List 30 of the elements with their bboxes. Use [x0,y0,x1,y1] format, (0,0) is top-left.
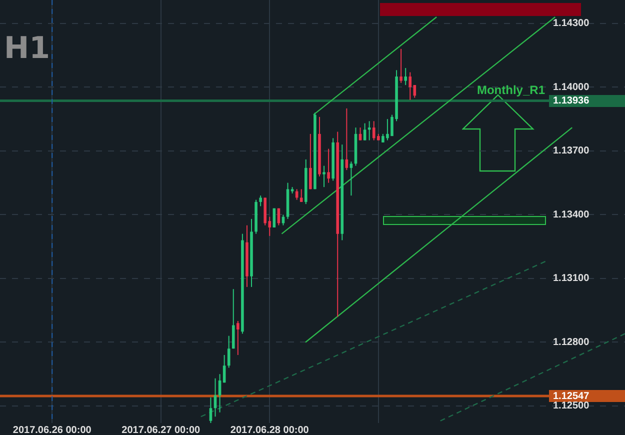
candlestick [358,127,362,141]
candlestick [327,148,330,184]
x-tick-label: 2017.06.26 00:00 [12,424,92,435]
candlestick [408,72,412,100]
y-tick-label: 1.12547 [553,390,590,402]
y-tick-label: 1.13700 [553,146,590,157]
candlestick [300,188,303,202]
candlestick [363,122,366,141]
candlestick [309,133,312,190]
y-tick-label: 1.14000 [553,82,590,93]
candlestick [232,288,235,350]
y-tick-label: 1.12800 [553,336,590,348]
x-tick-label: 2017.06.28 00:00 [230,424,310,435]
candlestick [400,48,402,84]
candlestick [227,335,230,368]
annotation: H1 [4,30,50,66]
y-tick-label: 1.14300 [553,18,590,30]
candlestick [236,320,240,356]
candlestick [218,374,222,413]
ref-line-label: Monthly_R1 [476,83,546,98]
y-tick-label: 1.13400 [553,209,590,220]
x-tick-label: 2017.06.27 00:00 [122,424,201,435]
candlestick [322,165,326,188]
y-tick-label: 1.12500 [553,400,590,412]
candlestick [209,396,212,423]
candlestick [259,195,262,207]
y-tick-label: 1.13936 [553,96,590,107]
candlestick [350,161,353,196]
candlestick [404,68,407,86]
y-tick-label: 1.13100 [553,273,590,284]
